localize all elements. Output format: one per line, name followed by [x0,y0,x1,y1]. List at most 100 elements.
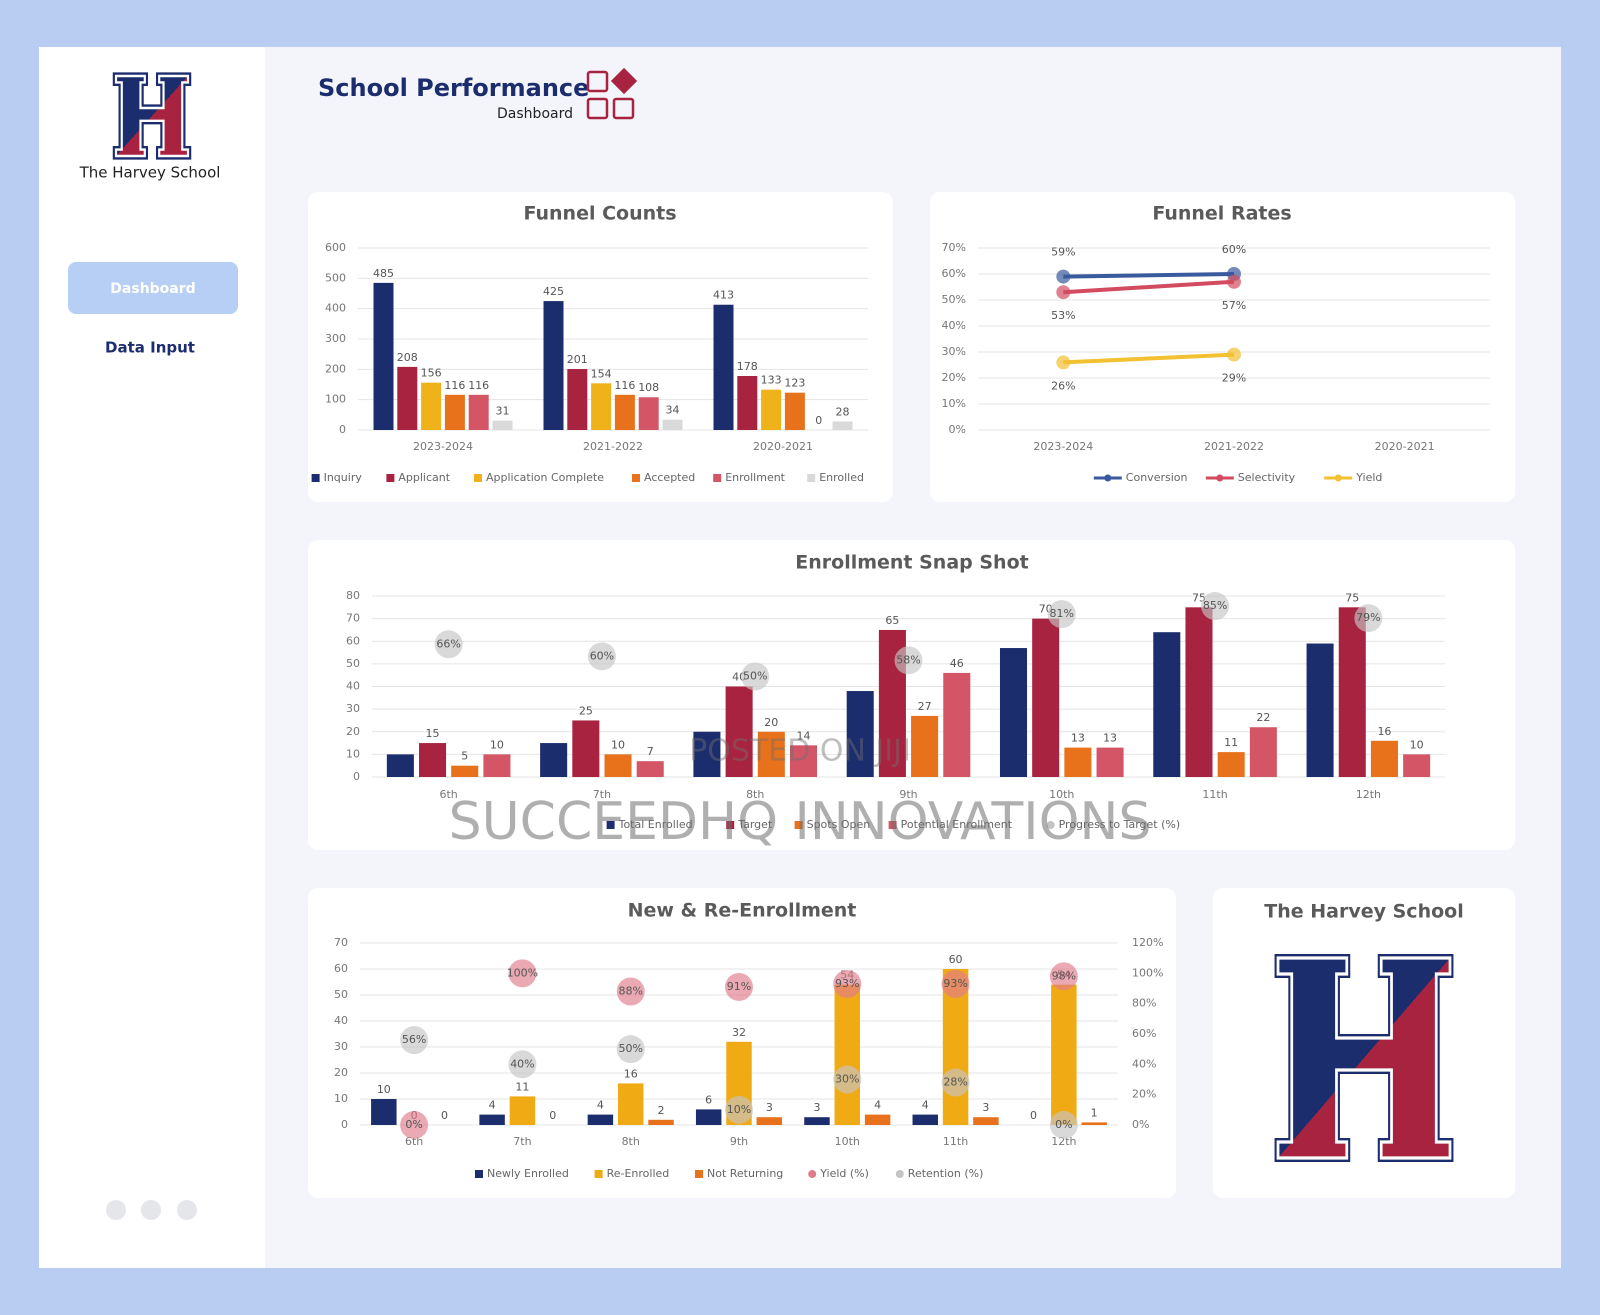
legend-label: Total Enrolled [618,818,693,831]
line [1063,272,1235,279]
data-label: 0 [441,1109,448,1122]
bar [567,369,588,430]
bar [371,1099,397,1125]
bar [617,1083,644,1125]
x-tick-label: 10th [835,1135,860,1148]
chart-title: New & Re-Enrollment [628,900,857,922]
nav-data-input[interactable]: Data Input [105,339,195,357]
data-label: 0 [1030,1109,1037,1122]
legend-label: Newly Enrolled [487,1167,569,1180]
bar [804,1117,830,1125]
bar [713,304,734,430]
legend-swatch [1216,474,1224,482]
nav-dashboard-button[interactable] [68,262,238,314]
data-label: 56% [402,1033,426,1046]
data-label: 178 [737,360,758,373]
bar [846,691,874,777]
legend-label: Enrollment [725,471,785,484]
bubble [833,1065,862,1094]
bar [540,743,568,777]
data-label: 85% [1203,599,1227,612]
y-tick-label: 70 [346,612,360,625]
bubble [616,1035,645,1064]
bubble [941,969,970,998]
data-label: 4 [489,1099,496,1112]
data-label: 0% [405,1118,422,1131]
bar [695,1109,722,1125]
page-subtitle: Dashboard [497,106,573,122]
line-marker [1056,285,1071,300]
bubble [725,1095,753,1124]
bubble [1049,1111,1078,1139]
legend-swatch [386,474,395,482]
data-label: 0 [815,414,822,427]
bar [662,419,683,430]
legend-label: Not Returning [707,1167,783,1180]
bar [421,382,442,430]
nav-dashboard-label[interactable]: Dashboard [110,281,195,297]
bubble [616,977,645,1006]
bar [911,715,939,777]
line [1063,352,1235,365]
data-label: 88% [618,985,642,998]
y-tick-label: 40% [942,319,966,332]
y2-tick-label: 120% [1132,936,1163,949]
data-label: 25 [579,704,593,717]
x-tick-label: 6th [405,1135,423,1148]
data-label: 32 [732,1026,746,1039]
line-marker [1227,274,1241,289]
data-label: 31 [496,405,510,418]
data-label: 4 [597,1099,604,1112]
data-label: 79% [1356,611,1380,624]
bar [373,282,394,430]
bar [614,394,635,430]
y-tick-label: 20 [334,1066,348,1079]
data-label: 156 [421,367,442,380]
legend-label: Retention (%) [908,1167,984,1180]
data-label: 11 [1224,736,1238,749]
bar [1370,740,1398,777]
panel-title: The Harvey School [1264,901,1463,923]
y-tick-label: 20 [346,725,360,738]
data-label: 16 [1377,725,1391,738]
bar [1217,752,1245,777]
bar [784,392,805,430]
legend-label: Conversion [1126,471,1188,484]
y-tick-label: 60 [334,962,348,975]
panel [308,192,893,502]
data-label: 6 [705,1093,712,1106]
data-label: 116 [468,379,489,392]
y2-tick-label: 40% [1132,1057,1156,1070]
x-tick-label: 7th [513,1135,531,1148]
bubble [587,642,616,671]
data-label: 11 [515,1080,529,1093]
line-marker [1056,269,1071,284]
data-label: 4 [874,1099,881,1112]
bar [636,761,664,777]
data-label: 81% [1050,607,1074,620]
legend-swatch [808,1170,817,1178]
data-label: 91% [727,980,751,993]
y-tick-label: 0% [949,423,966,436]
bubble [941,1068,970,1097]
dot [106,1200,126,1220]
legend-label: Potential Enrollment [901,818,1013,831]
page-title: School Performance [318,74,589,102]
data-label: 100% [507,966,538,979]
y-tick-label: 60% [942,267,966,280]
data-label: 27 [918,700,932,713]
data-label: 0 [549,1109,556,1122]
chart-title: Funnel Rates [1152,203,1291,225]
panel [930,192,1515,502]
bar [1338,607,1366,777]
y-tick-label: 20% [942,371,966,384]
bar [912,1114,938,1125]
bar [444,394,465,430]
y-tick-label: 500 [325,271,346,284]
bar [756,1117,783,1125]
data-label: 46 [950,657,964,670]
data-label: 75 [1345,591,1359,604]
data-label: 5 [461,750,468,763]
legend-label: Enrolled [819,471,864,484]
x-tick-label: 8th [746,788,764,801]
